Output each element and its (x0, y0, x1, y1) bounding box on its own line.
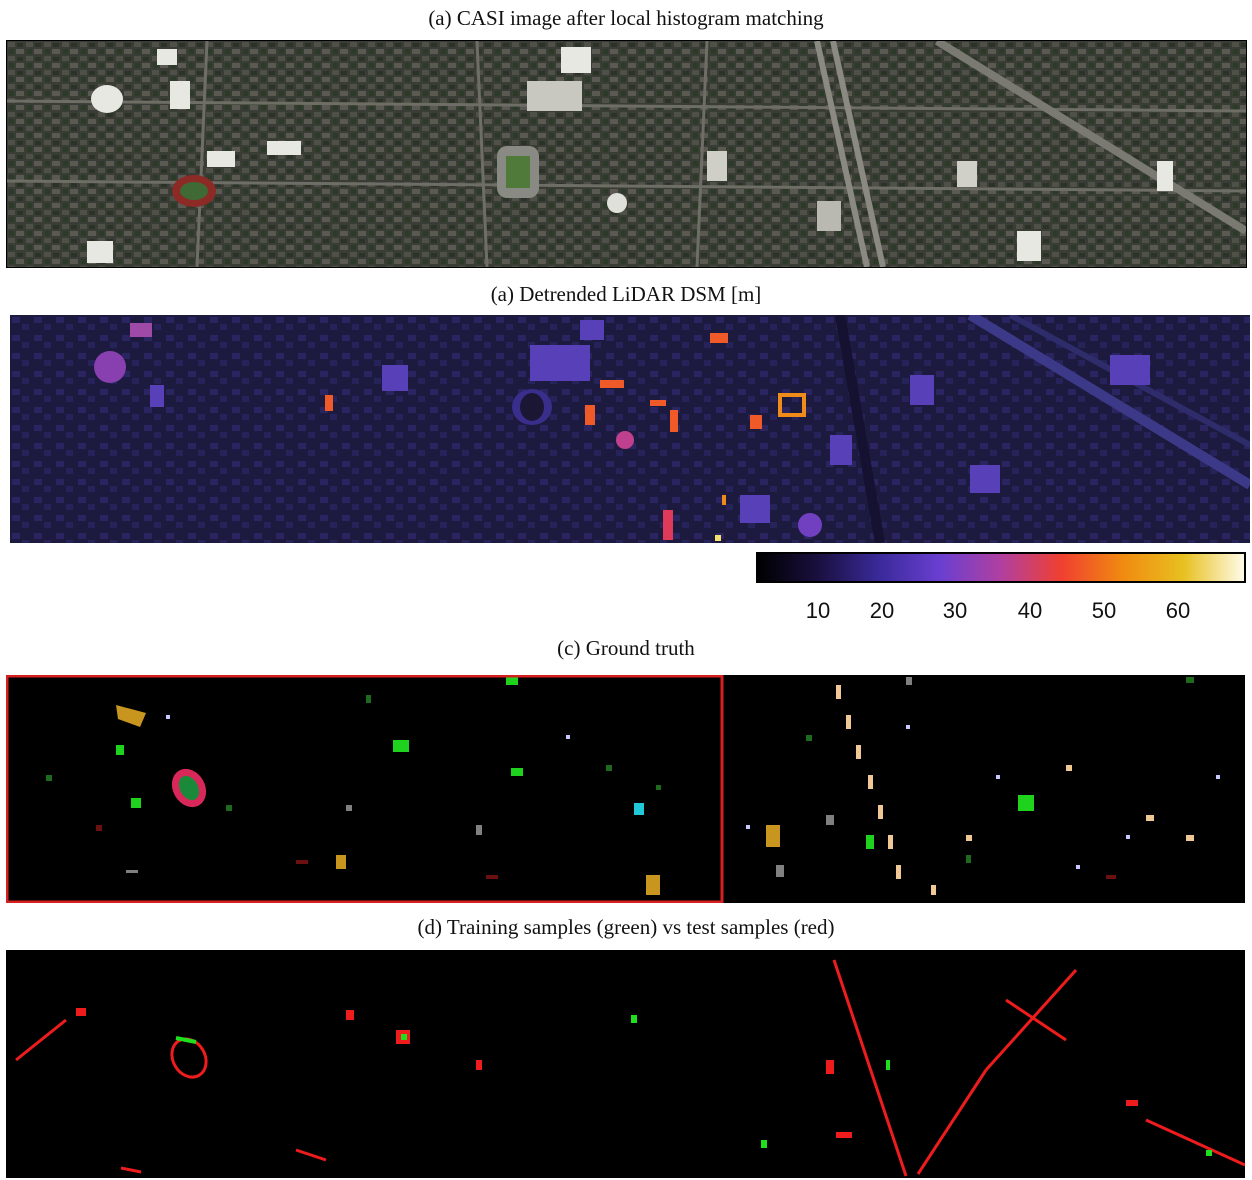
training-region-box (6, 675, 724, 903)
colorbar-tick-50: 50 (1091, 598, 1117, 623)
ground-truth-map (6, 675, 1245, 903)
colorbar-gradient (758, 554, 1244, 581)
lidar-dsm-svg (10, 315, 1250, 543)
lidar-dsm-image (10, 315, 1250, 543)
colorbar-tick-40: 40 (1017, 598, 1043, 623)
colorbar-tick-20: 20 (869, 598, 895, 623)
panel-c-caption: (c) Ground truth (557, 636, 695, 660)
panel-a-caption: (a) CASI image after local histogram mat… (428, 6, 824, 30)
casi-image (6, 40, 1247, 268)
panel-d-caption: (d) Training samples (green) vs test sam… (417, 915, 835, 939)
casi-image-svg (7, 41, 1246, 267)
train-test-map (6, 950, 1245, 1178)
colorbar-tick-30: 30 (942, 598, 968, 623)
ground-truth-svg (6, 675, 1220, 903)
colorbar-tick-60: 60 (1165, 598, 1191, 623)
panel-b-caption: (a) Detrended LiDAR DSM [m] (490, 282, 762, 306)
colorbar-tick-10: 10 (805, 598, 831, 623)
colorbar (756, 552, 1246, 583)
train-test-svg (15, 959, 1245, 1177)
